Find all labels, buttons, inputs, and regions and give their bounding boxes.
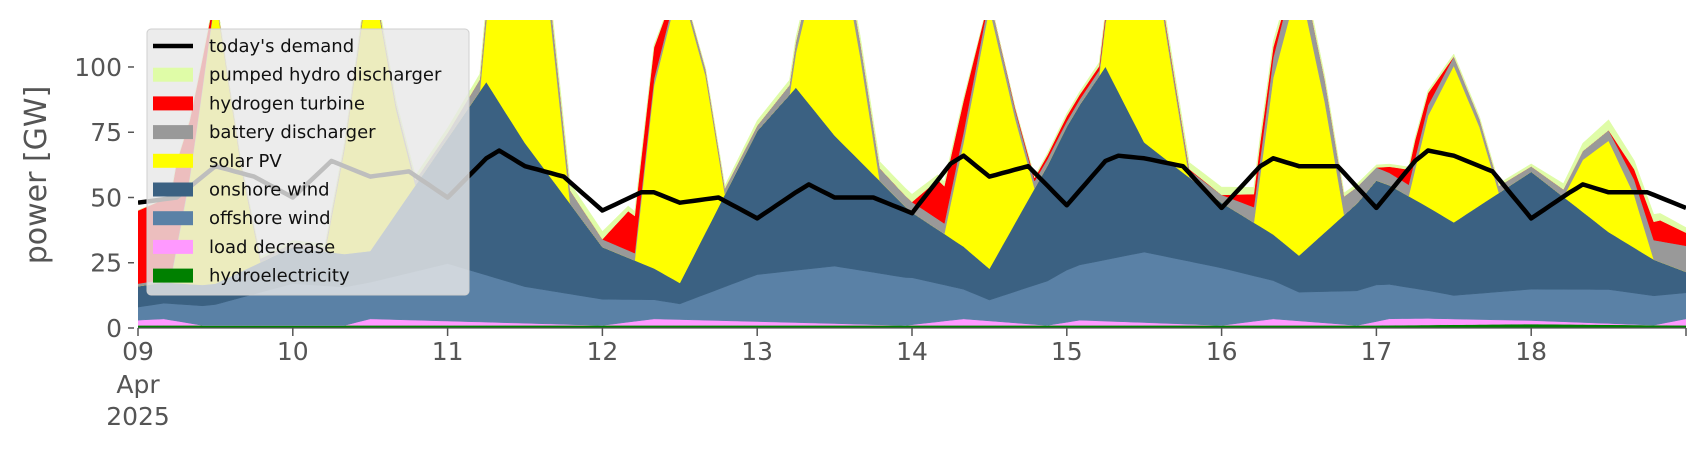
legend: today's demand pumped hydro discharger hyd…	[146, 28, 470, 296]
axes: 0 25 50 75 100 09 Apr 2025 10 11 12 13 14 15 16 17 18	[74, 53, 1687, 431]
legend-swatch	[153, 268, 193, 283]
x-tick-label: 16	[1206, 337, 1238, 366]
y-tick-label: 100	[74, 53, 122, 82]
y-axis-label: power [GW]	[19, 86, 54, 265]
legend-swatch	[153, 239, 193, 254]
legend-swatch	[153, 153, 193, 168]
x-tick-label: 14	[896, 337, 928, 366]
legend-swatch	[153, 96, 193, 111]
x-tick-sublabel: Apr	[116, 370, 160, 399]
stacked-area-series	[138, 20, 1686, 329]
x-tick-label: 11	[432, 337, 464, 366]
x-tick-label: 09	[122, 337, 154, 366]
x-tick-label: 15	[1051, 337, 1083, 366]
y-tick-label: 50	[90, 183, 122, 212]
area-pumped-hydro-discharger	[138, 20, 1686, 260]
legend-swatch	[153, 67, 193, 82]
x-tick-label: 12	[586, 337, 618, 366]
legend-label: today's demand	[209, 36, 354, 57]
x-tick-label: 17	[1360, 337, 1392, 366]
legend-label: load decrease	[209, 237, 335, 258]
x-tick-label: 18	[1515, 337, 1547, 366]
x-tick-label: 10	[277, 337, 309, 366]
y-tick-label: 75	[90, 118, 122, 147]
legend-label: solar PV	[209, 151, 282, 172]
y-tick-label: 0	[106, 314, 122, 343]
legend-label: hydrogen turbine	[209, 93, 365, 114]
legend-box	[146, 28, 470, 296]
legend-label: pumped hydro discharger	[209, 65, 442, 86]
legend-swatch	[153, 211, 193, 226]
x-tick-label: 13	[741, 337, 773, 366]
y-tick-label: 25	[90, 249, 122, 278]
legend-label: battery discharger	[209, 122, 376, 143]
legend-swatch	[153, 182, 193, 197]
legend-label: hydroelectricity	[209, 266, 350, 287]
legend-label: offshore wind	[209, 208, 331, 229]
x-tick-sublabel: 2025	[106, 402, 170, 431]
legend-label: onshore wind	[209, 180, 330, 201]
legend-swatch	[153, 125, 193, 140]
